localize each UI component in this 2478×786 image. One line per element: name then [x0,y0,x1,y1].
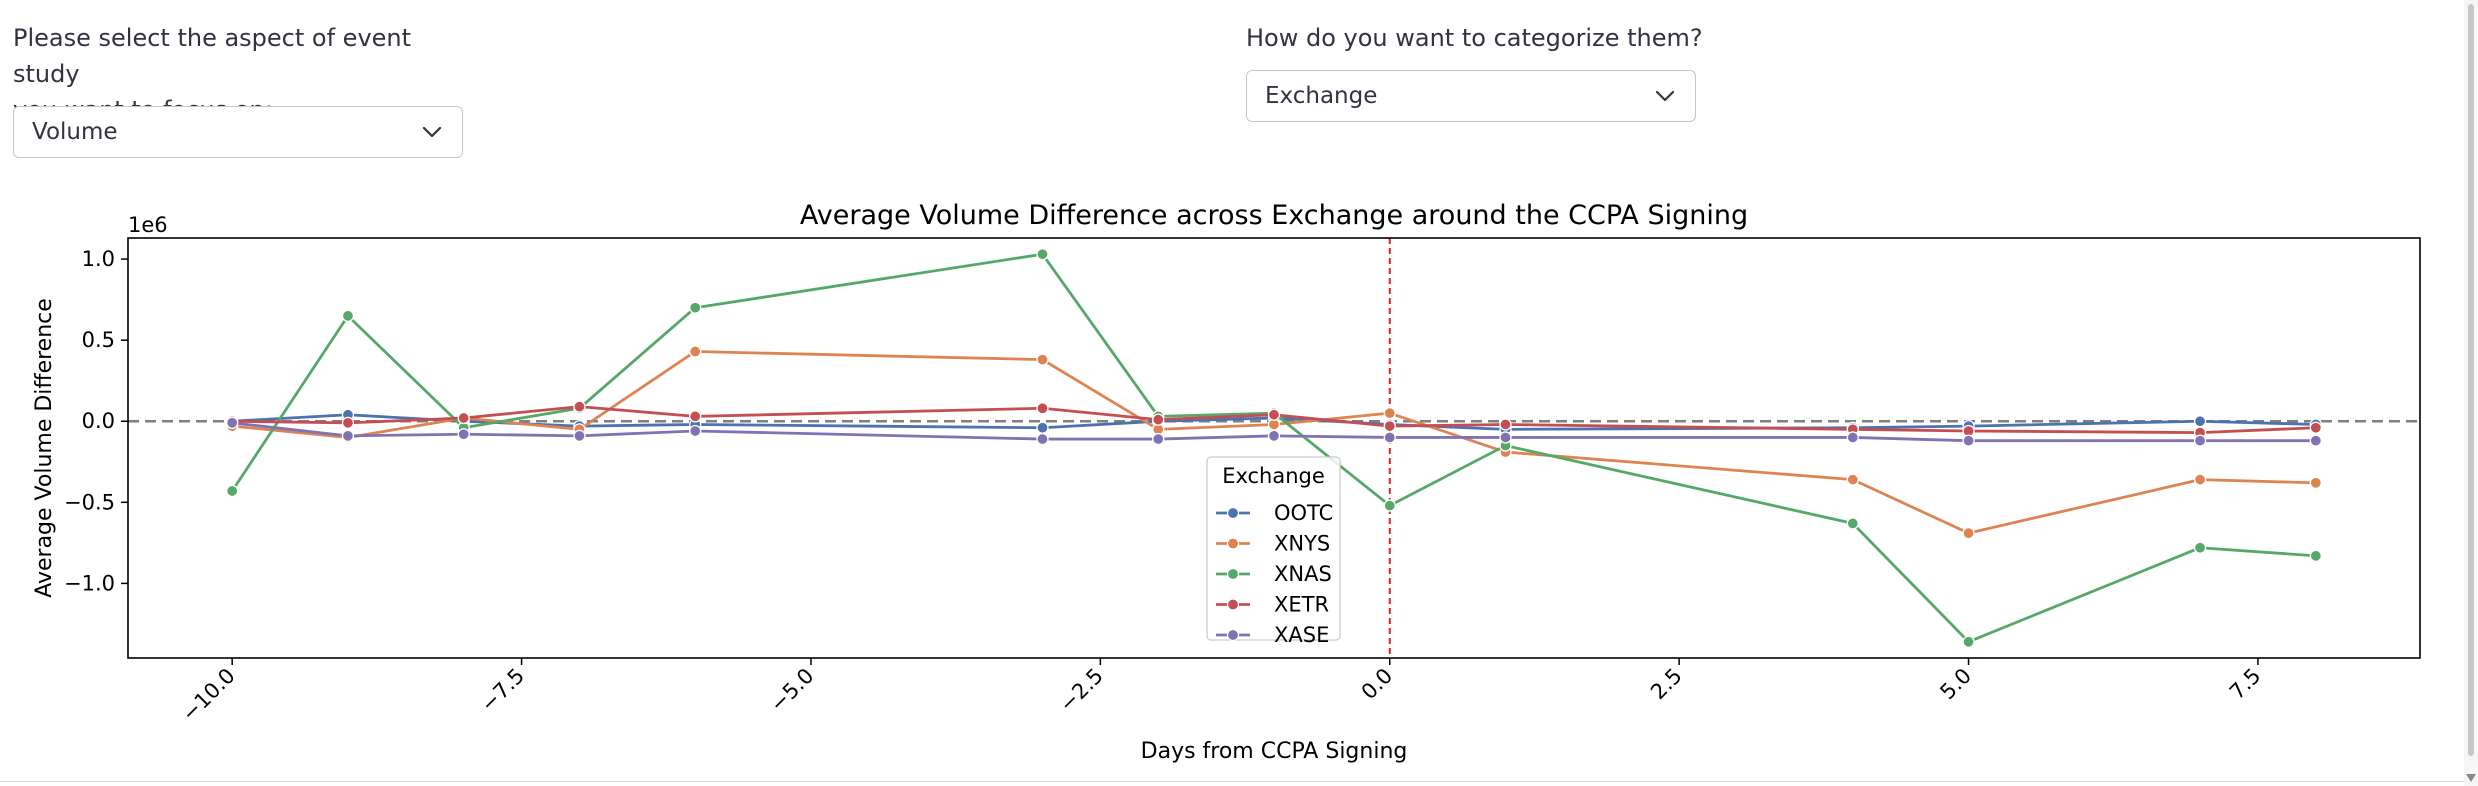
category-control: How do you want to categorize them? [1246,20,1716,56]
data-point-xetr [457,411,470,425]
legend-title: Exchange [1222,464,1325,488]
data-point-xnys [689,345,702,358]
divider [0,781,2464,782]
y-tick-label: 1.0 [82,247,115,271]
data-point-xetr [1499,418,1512,431]
data-point-xnas [2193,541,2207,554]
data-point-xetr [341,416,355,430]
x-tick-label: −5.0 [765,664,818,717]
legend-marker-ootc [1226,506,1240,520]
data-point-xase [689,424,702,438]
data-point-xase [1499,431,1512,444]
data-point-xase [1962,434,1975,447]
y-axis-label: Average Volume Difference [32,298,57,598]
data-point-xetr [1036,402,1049,415]
data-point-ootc [1036,421,1049,434]
legend-label-ootc: OOTC [1274,501,1333,525]
data-point-xnas [2309,549,2322,562]
legend-label-xase: XASE [1274,623,1329,647]
scrollbar[interactable] [2464,0,2478,786]
data-point-ootc [2193,415,2207,428]
legend-label-xetr: XETR [1274,593,1329,617]
data-point-xetr [1383,419,1396,433]
data-point-xase [2193,434,2207,447]
data-point-xnys [1962,526,1975,540]
legend-marker-xnas [1226,567,1240,581]
legend: Exchange OOTC XNYS XNAS XETR XASE [1206,456,1341,647]
data-point-xnas [1846,517,1859,530]
aspect-label-line1: Please select the aspect of event study [13,24,412,88]
data-point-xnas [1036,248,1049,261]
data-point-xase [1152,432,1165,446]
data-point-xase [457,428,470,441]
data-point-xetr [573,400,586,413]
legend-marker-xnys [1226,537,1240,550]
data-point-xnas [341,309,355,322]
scrollbar-thumb[interactable] [2468,4,2474,756]
data-point-xnas [226,484,239,498]
data-point-xase [573,429,586,442]
data-point-xnys [1846,473,1859,486]
data-point-xnys [1036,353,1049,366]
category-label: How do you want to categorize them? [1246,24,1703,52]
legend-box [1206,456,1341,641]
legend-marker-xase [1226,628,1240,642]
scroll-down-arrow-icon[interactable] [2466,774,2476,782]
x-tick-label: −7.5 [476,664,529,717]
data-point-xetr [689,410,702,423]
aspect-select[interactable]: Volume [13,106,463,158]
series-line-xnas [231,252,2316,644]
volume-difference-chart: Average Volume Difference across Exchang… [32,200,2421,764]
legend-label-xnas: XNAS [1274,562,1332,586]
data-point-xase [1383,431,1396,444]
x-tick-label: −2.5 [1055,664,1108,717]
y-tick-label: 0.0 [82,409,115,433]
data-point-xnys [2309,476,2322,490]
data-point-xnys [1383,406,1396,420]
y-tick-label: 0.5 [82,328,115,352]
data-point-xnys [2193,473,2207,486]
x-tick-label: −10.0 [177,664,239,726]
data-point-xase [226,416,239,430]
series-line-xase [232,421,2316,443]
y-scale-label: 1e6 [128,213,168,237]
legend-marker-xetr [1226,598,1240,611]
y-tick-label: −0.5 [64,490,115,514]
data-point-xnas [689,301,702,314]
plot-frame [127,237,2421,659]
series-line-xnys [232,350,2316,535]
data-point-xetr [1267,408,1281,421]
x-tick-label: 2.5 [1646,664,1687,705]
legend-label-xnys: XNYS [1274,532,1330,556]
aspect-select-value: Volume [32,119,118,145]
data-point-xase [341,429,355,442]
data-point-xnas [1383,499,1396,512]
chevron-down-icon [1653,84,1677,108]
x-axis-label: Days from CCPA Signing [1141,739,1408,764]
data-point-xetr [2309,421,2322,434]
data-point-xase [1036,432,1049,446]
y-tick-label: −1.0 [64,571,115,595]
data-point-xase [1267,429,1281,442]
x-tick-label: 7.5 [2225,664,2266,705]
x-tick-label: 0.0 [1357,664,1398,705]
series-line-xetr [232,405,2316,434]
data-point-xase [2309,434,2322,447]
data-point-xnas [1962,635,1975,648]
x-tick-label: 5.0 [1935,664,1976,705]
category-select[interactable]: Exchange [1246,70,1696,122]
data-point-xase [1846,431,1859,444]
series-line-ootc [232,413,2316,431]
data-point-xetr [1152,413,1165,426]
category-select-value: Exchange [1265,83,1378,109]
chevron-down-icon [420,120,444,144]
chart-title: Average Volume Difference across Exchang… [800,200,1748,231]
